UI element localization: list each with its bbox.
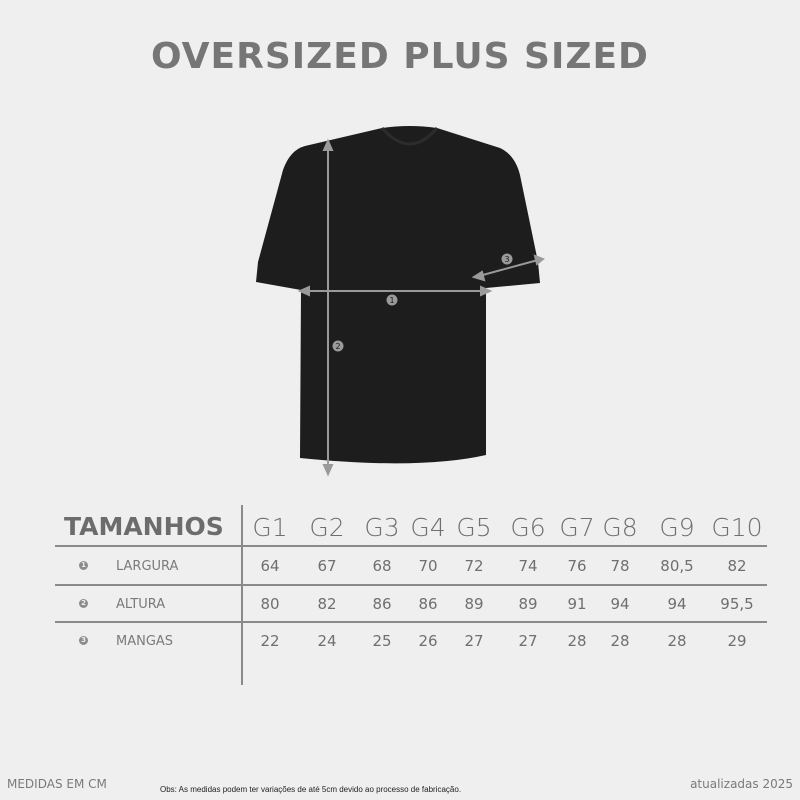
table-cell: 28: [567, 632, 587, 650]
table-divider: [55, 621, 767, 623]
row-label: LARGURA: [116, 559, 179, 574]
size-header: G9: [659, 513, 695, 542]
sleeve-arrow: [471, 254, 545, 282]
table-cell: 24: [317, 632, 337, 650]
height-arrow: [322, 138, 334, 477]
row-label: ALTURA: [116, 597, 166, 612]
table-cell: 80: [260, 595, 280, 613]
table-cell: 76: [567, 557, 587, 575]
tshirt-shape: [256, 126, 540, 464]
marker-1: 1: [386, 294, 398, 306]
table-divider: [55, 584, 767, 586]
row-badge: 3: [79, 636, 88, 645]
svg-text:3: 3: [504, 255, 509, 264]
table-cell: 70: [418, 557, 438, 575]
table-cell: 94: [610, 595, 630, 613]
table-cell: 89: [518, 595, 538, 613]
table-header-label: TAMANHOS: [64, 512, 224, 541]
table-cell: 25: [372, 632, 392, 650]
marker-3: 3: [501, 253, 513, 265]
size-header: G7: [559, 513, 595, 542]
row-badge: 1: [79, 561, 88, 570]
table-cell: 86: [372, 595, 392, 613]
table-cell: 94: [667, 595, 687, 613]
table-cell: 29: [727, 632, 747, 650]
table-cell: 72: [464, 557, 484, 575]
table-cell: 82: [317, 595, 337, 613]
units-note: MEDIDAS EM CM: [7, 777, 107, 791]
size-header: G3: [364, 513, 400, 542]
table-cell: 67: [317, 557, 337, 575]
table-divider: [55, 545, 767, 547]
table-cell: 80,5: [660, 557, 694, 575]
table-cell: 64: [260, 557, 280, 575]
table-cell: 78: [610, 557, 630, 575]
size-header: G2: [309, 513, 345, 542]
row-label: MANGAS: [116, 634, 174, 649]
size-header: G8: [602, 513, 638, 542]
row-badge: 2: [79, 599, 88, 608]
svg-text:1: 1: [389, 296, 394, 305]
table-cell: 27: [464, 632, 484, 650]
size-header: G10: [711, 513, 763, 542]
table-cell: 28: [667, 632, 687, 650]
table-cell: 68: [372, 557, 392, 575]
table-cell: 27: [518, 632, 538, 650]
size-header: G6: [510, 513, 546, 542]
size-header: G4: [410, 513, 446, 542]
size-header: G5: [456, 513, 492, 542]
table-cell: 22: [260, 632, 280, 650]
updated-note: atualizadas 2025: [690, 777, 793, 791]
disclaimer: Obs: As medidas podem ter variações de a…: [160, 785, 462, 794]
page-title: OVERSIZED PLUS SIZED: [151, 36, 649, 77]
marker-2: 2: [332, 340, 344, 352]
table-cell: 95,5: [720, 595, 754, 613]
table-cell: 26: [418, 632, 438, 650]
width-arrow: [297, 285, 493, 297]
table-cell: 74: [518, 557, 538, 575]
svg-text:2: 2: [335, 342, 340, 351]
table-cell: 28: [610, 632, 630, 650]
table-divider-vertical: [241, 505, 243, 685]
table-cell: 82: [727, 557, 747, 575]
table-cell: 89: [464, 595, 484, 613]
size-header: G1: [252, 513, 288, 542]
table-cell: 91: [567, 595, 587, 613]
table-cell: 86: [418, 595, 438, 613]
